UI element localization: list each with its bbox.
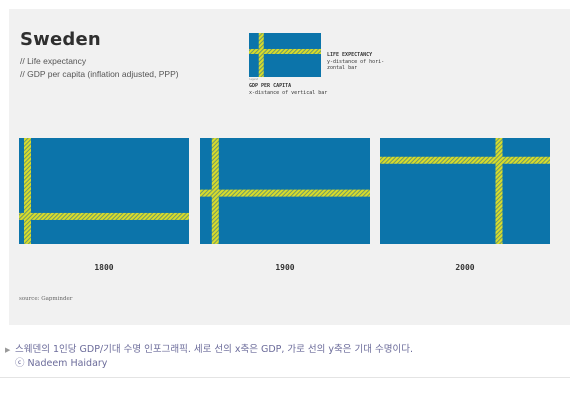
legend-flag (249, 33, 321, 77)
legend-gdp-desc: x-distance of vertical bar (249, 89, 328, 96)
life-expectancy-horizontal-bar (200, 189, 370, 197)
infographic-panel: Sweden // Life expectancy // GDP per cap… (9, 9, 570, 325)
legend-life-desc-2: zontal bar (327, 65, 358, 71)
subtitle-gdp: // GDP per capita (inflation adjusted, P… (20, 69, 179, 79)
year-label-1800: 1800 (94, 263, 114, 272)
image-caption: ▶ 스웨덴의 1인당 GDP/기대 수명 인포그래픽. 세로 선의 x축은 GD… (5, 343, 560, 371)
year-label-1900: 1900 (275, 263, 295, 272)
flag-background (380, 138, 550, 244)
legend-life-expectancy: LIFE EXPECTANCY y-distance of hori- zont… (327, 52, 384, 72)
legend-gdp: GDP PER CAPITA x-distance of vertical ba… (249, 83, 327, 96)
legend-life-desc-1: y-distance of hori- (327, 58, 385, 65)
caption-text: 스웨덴의 1인당 GDP/기대 수명 인포그래픽. 세로 선의 x축은 GDP,… (15, 344, 414, 355)
gdp-vertical-bar (495, 138, 503, 244)
chart-title: Sweden (20, 29, 101, 50)
legend-gdp-title: GDP PER CAPITA (249, 83, 292, 89)
caption-arrow-icon: ▶ (5, 346, 11, 354)
life-expectancy-horizontal-bar (249, 48, 321, 54)
flag-1900 (200, 138, 370, 244)
divider (0, 377, 570, 378)
gdp-vertical-bar (24, 138, 31, 244)
life-expectancy-horizontal-bar (380, 156, 550, 164)
caption-credit: ⓒ Nadeem Haidary (15, 358, 108, 369)
year-label-2000: 2000 (455, 263, 475, 272)
legend-tiny-label: legend (249, 78, 259, 81)
legend-life-title: LIFE EXPECTANCY (327, 52, 373, 58)
life-expectancy-horizontal-bar (19, 212, 189, 220)
source-note: source: Gapminder (19, 296, 73, 302)
flag-background (19, 138, 189, 244)
gdp-vertical-bar (258, 33, 264, 77)
flag-2000 (380, 138, 550, 244)
flag-1800 (19, 138, 189, 244)
subtitle-life-expectancy: // Life expectancy (20, 56, 87, 66)
